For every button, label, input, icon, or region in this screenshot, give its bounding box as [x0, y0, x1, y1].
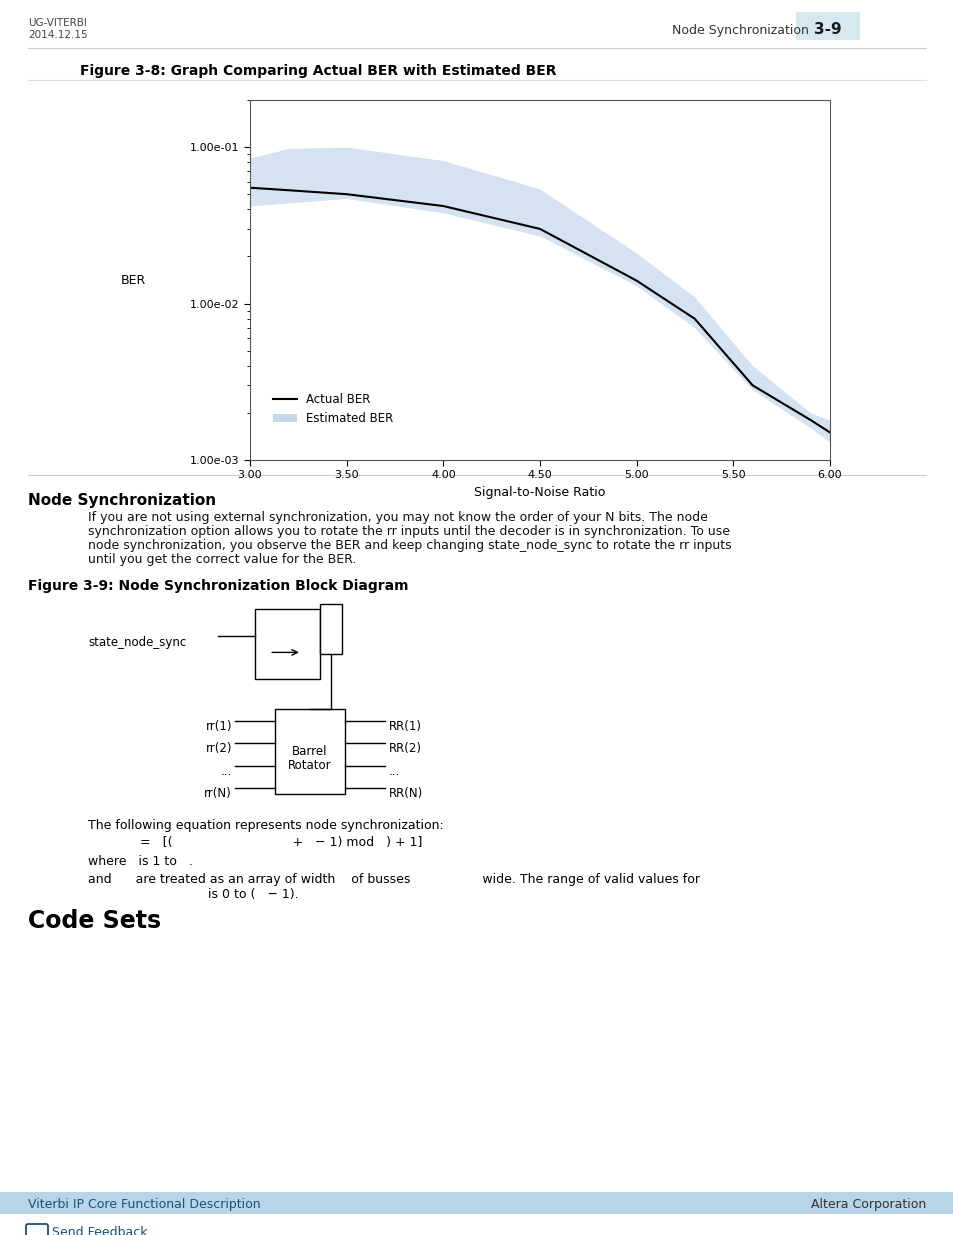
Polygon shape — [795, 12, 859, 40]
Legend: Actual BER, Estimated BER: Actual BER, Estimated BER — [273, 394, 394, 425]
Text: 2014.12.15: 2014.12.15 — [28, 30, 88, 40]
Text: RR(1): RR(1) — [389, 720, 421, 734]
Text: Figure 3-9: Node Synchronization Block Diagram: Figure 3-9: Node Synchronization Block D… — [28, 579, 408, 593]
Text: synchronization option allows you to rotate the rr inputs until the decoder is i: synchronization option allows you to rot… — [88, 525, 729, 538]
Text: is 0 to (   − 1).: is 0 to ( − 1). — [160, 888, 298, 902]
Text: Viterbi IP Core Functional Description: Viterbi IP Core Functional Description — [28, 1198, 260, 1212]
Text: where   is 1 to   .: where is 1 to . — [88, 855, 193, 868]
Bar — [0, 1192, 953, 1214]
Text: until you get the correct value for the BER.: until you get the correct value for the … — [88, 553, 356, 566]
Text: 3-9: 3-9 — [813, 22, 841, 37]
Text: Send Feedback: Send Feedback — [52, 1226, 148, 1235]
Text: Rotator: Rotator — [288, 758, 332, 772]
Bar — [274, 709, 345, 794]
Text: ...: ... — [220, 764, 232, 778]
FancyBboxPatch shape — [26, 1224, 48, 1235]
Text: RR(2): RR(2) — [389, 742, 421, 756]
Text: Node Synchronization: Node Synchronization — [28, 493, 216, 508]
Text: =   [(                              +   − 1) mod   ) + 1]: = [( + − 1) mod ) + 1] — [140, 836, 422, 848]
Text: state_node_sync: state_node_sync — [88, 636, 186, 648]
Text: rr(2): rr(2) — [205, 742, 232, 756]
Text: node synchronization, you observe the BER and keep changing state_node_sync to r: node synchronization, you observe the BE… — [88, 538, 731, 552]
Bar — [319, 604, 341, 655]
X-axis label: Signal-to-Noise Ratio: Signal-to-Noise Ratio — [474, 485, 605, 499]
Text: rr(1): rr(1) — [205, 720, 232, 734]
Text: The following equation represents node synchronization:: The following equation represents node s… — [88, 819, 443, 832]
Text: BER: BER — [120, 273, 146, 287]
Bar — [254, 609, 319, 679]
Text: Altera Corporation: Altera Corporation — [810, 1198, 925, 1212]
Text: ...: ... — [389, 764, 400, 778]
Text: RR(N): RR(N) — [389, 787, 423, 800]
Text: Barrel: Barrel — [292, 745, 328, 758]
Text: Code Sets: Code Sets — [28, 909, 161, 932]
Text: Figure 3-8: Graph Comparing Actual BER with Estimated BER: Figure 3-8: Graph Comparing Actual BER w… — [80, 64, 556, 78]
Text: and      are treated as an array of width    of busses                  wide. Th: and are treated as an array of width of … — [88, 873, 700, 885]
Text: Node Synchronization: Node Synchronization — [671, 23, 808, 37]
Text: If you are not using external synchronization, you may not know the order of you: If you are not using external synchroniz… — [88, 511, 707, 524]
Text: rr(N): rr(N) — [204, 787, 232, 800]
Text: UG-VITERBI: UG-VITERBI — [28, 19, 87, 28]
